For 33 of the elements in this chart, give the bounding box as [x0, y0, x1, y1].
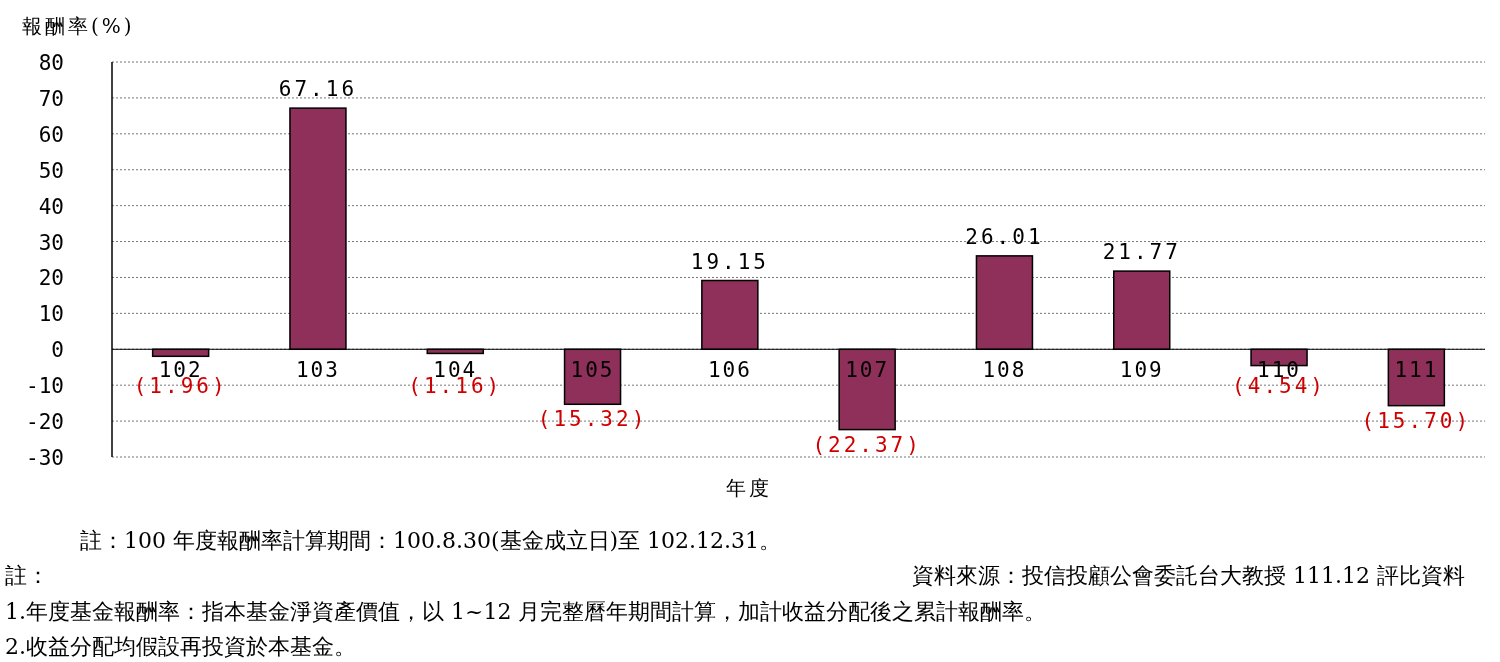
- x-tick-label: 109: [1119, 358, 1164, 383]
- y-tick-label: 40: [38, 194, 64, 219]
- y-tick-label: 10: [38, 302, 64, 327]
- y-tick-label: 0: [51, 338, 64, 363]
- y-tick-label: 20: [38, 266, 64, 291]
- data-label: (22.37): [812, 432, 922, 457]
- data-label: 21.77: [1102, 240, 1181, 265]
- data-label: (15.70): [1361, 408, 1472, 433]
- x-tick-label: 107: [845, 358, 890, 383]
- data-label: (15.32): [537, 407, 648, 432]
- y-tick-label: 80: [38, 51, 64, 75]
- data-label: 26.01: [965, 224, 1044, 249]
- y-tick-label: 70: [38, 86, 64, 111]
- text: 註：: [5, 563, 49, 588]
- y-tick-label: -30: [26, 446, 64, 470]
- text: 註：100 年度報酬率計算期間：100.8.30(基金成立日)至 102.12.31。: [80, 528, 782, 553]
- x-tick-label: 106: [707, 358, 752, 383]
- y-tick-label: 50: [38, 158, 64, 183]
- x-tick-label: 105: [570, 358, 615, 383]
- y-tick-label: 30: [38, 230, 64, 255]
- y-tick-label: 60: [38, 122, 64, 147]
- y-tick-label: -20: [26, 410, 64, 435]
- x-tick-label: 111: [1394, 358, 1439, 383]
- source-note: 資料來源：投信投顧公會委託台大教授 111.12 評比資料: [912, 563, 1465, 588]
- data-label: 19.15: [690, 249, 769, 274]
- text: 2.收益分配均假設再投資於本基金。: [5, 634, 356, 659]
- y-axis-title: 報酬率(%): [22, 14, 135, 38]
- x-tick-label: 103: [295, 358, 340, 383]
- x-axis-title: 年度: [725, 476, 772, 500]
- text: 1.年度基金報酬率：指本基金淨資產價值，以 1~12 月完整曆年期間計算，加計收益分配後之累計報酬率。: [5, 599, 1047, 624]
- y-tick-label: -10: [26, 374, 64, 399]
- x-tick-label: 108: [982, 358, 1027, 383]
- data-label: 67.16: [278, 77, 358, 102]
